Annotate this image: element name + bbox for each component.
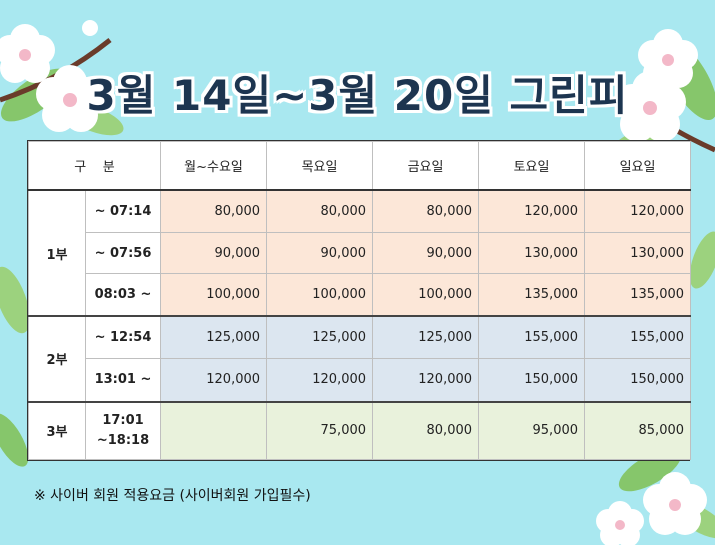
header-day: 일요일	[584, 141, 692, 191]
time-slot: ~ 07:14	[84, 189, 162, 234]
price-cell: 150,000	[478, 358, 586, 402]
price-cell: 135,000	[478, 273, 586, 317]
price-cell: 90,000	[160, 232, 268, 275]
part-label: 3부	[28, 400, 86, 460]
price-cell: 100,000	[372, 273, 480, 317]
price-cell: 120,000	[372, 358, 480, 402]
price-cell: 80,000	[372, 189, 480, 234]
header-category: 구 분	[27, 141, 162, 191]
header-day: 월~수요일	[160, 141, 268, 191]
time-slot: 13:01 ~	[84, 358, 162, 402]
part-label: 2부	[28, 315, 86, 403]
time-slot: ~ 12:54	[84, 315, 162, 360]
price-cell: 120,000	[478, 189, 586, 234]
price-cell: 125,000	[160, 315, 268, 360]
green-fee-table: 구 분 월~수요일 목요일 금요일 토요일 일요일 1부 ~ 07:14 80,…	[27, 140, 692, 461]
right-leaf-decoration	[689, 231, 715, 289]
header-day: 금요일	[372, 141, 480, 191]
price-cell: 155,000	[584, 315, 692, 360]
table-row: 2부 ~ 12:54 125,000 125,000 125,000 155,0…	[28, 315, 692, 403]
bottom-left-leaf-decoration	[0, 413, 29, 467]
bottom-right-blossom-decoration	[596, 448, 715, 545]
price-cell: 150,000	[584, 358, 692, 402]
header-day: 토요일	[478, 141, 586, 191]
price-cell: 125,000	[372, 315, 480, 360]
price-cell: 100,000	[160, 273, 268, 317]
table-row: ~ 07:56 90,000 90,000 90,000 130,000 130…	[29, 232, 692, 275]
time-slot: 08:03 ~	[84, 273, 162, 317]
part-label: 1부	[28, 189, 86, 317]
price-cell: 85,000	[584, 400, 692, 460]
time-slot-end: ~18:18	[96, 432, 150, 448]
price-cell: 130,000	[584, 232, 692, 275]
price-cell: 80,000	[266, 189, 374, 234]
table-header-row: 구 분 월~수요일 목요일 금요일 토요일 일요일	[27, 141, 692, 191]
header-day: 목요일	[266, 141, 374, 191]
time-slot: 17:01 ~18:18	[84, 400, 162, 460]
table-row: 13:01 ~ 120,000 120,000 120,000 150,000 …	[29, 358, 692, 402]
price-cell: 135,000	[584, 273, 692, 317]
table-row: 1부 ~ 07:14 80,000 80,000 80,000 120,000 …	[28, 189, 692, 317]
time-slot: ~ 07:56	[84, 232, 162, 275]
price-cell: 90,000	[372, 232, 480, 275]
table-row: 08:03 ~ 100,000 100,000 100,000 135,000 …	[29, 273, 692, 317]
price-cell: 100,000	[266, 273, 374, 317]
price-cell: 95,000	[478, 400, 586, 460]
table-row: 3부 17:01 ~18:18 75,000 80,000 95,000 85,…	[28, 400, 692, 460]
price-cell: 120,000	[160, 358, 268, 402]
price-cell: 130,000	[478, 232, 586, 275]
price-cell: 125,000	[266, 315, 374, 360]
price-cell	[160, 400, 268, 460]
top-left-blossom-decoration	[0, 20, 124, 136]
left-leaf-decoration	[0, 266, 30, 334]
membership-note: ※ 사이버 회원 적용요금 (사이버회원 가입필수)	[34, 488, 311, 504]
page-title: 3월 14일~3월 20일 그린피	[86, 71, 629, 120]
price-cell: 80,000	[372, 400, 480, 460]
top-right-blossom-decoration	[613, 29, 715, 154]
price-cell: 80,000	[160, 189, 268, 234]
price-cell: 120,000	[584, 189, 692, 234]
price-cell: 155,000	[478, 315, 586, 360]
price-cell: 75,000	[266, 400, 374, 460]
price-cell: 90,000	[266, 232, 374, 275]
time-slot-start: 17:01	[102, 412, 144, 428]
price-cell: 120,000	[266, 358, 374, 402]
